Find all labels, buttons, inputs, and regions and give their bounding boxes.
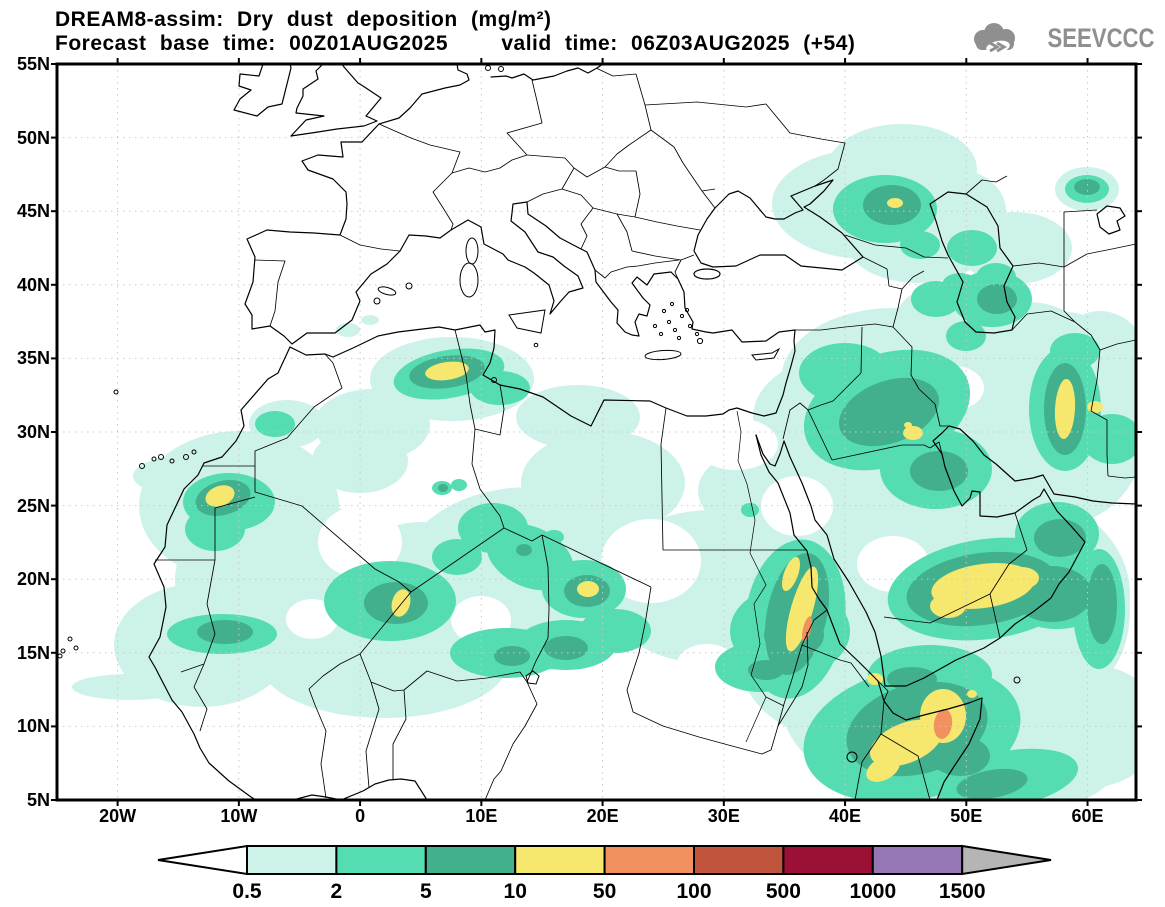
lat-label-20N: 20N [16,569,50,590]
map-area [49,56,1144,808]
seevccc-logo: SEEVCCC [969,20,1155,56]
sardinia [459,262,479,298]
lon-label-60E: 60E [1071,806,1104,826]
lon-label-10E: 10E [465,806,498,826]
lat-label-50N: 50N [16,127,50,148]
lat-label-35N: 35N [16,348,50,369]
rivers-lakes [525,410,858,763]
lon-label-20W: 20W [99,806,137,826]
legend-segment-100 [693,845,785,875]
legend-value-1000: 1000 [849,880,896,903]
canary-islands [139,463,145,469]
nile-river [736,410,767,698]
legend-area: 0.5 2 5 10 50 100 500 1000 1500 [0,838,1165,906]
lat-label-10N: 10N [16,716,50,737]
country-borders [155,67,1136,800]
legend-segment-1000 [871,845,964,875]
coastline-ireland [233,64,292,117]
dust-deposition-layers [72,124,1136,800]
legend-value-100: 100 [676,880,711,903]
legend-value-10: 10 [504,880,527,903]
lat-label-45N: 45N [16,201,50,222]
forecast-map [51,58,1142,806]
dust-clear-gaps [286,366,984,684]
legend-value-5: 5 [420,880,432,903]
graticule-grid [57,64,1136,800]
legend-above-max-arrow [961,844,1052,876]
lake-tana [846,751,858,763]
legend-segment-2 [335,845,427,875]
lake-chad [525,670,540,685]
coastlines-borders [57,64,1136,800]
lat-label-15N: 15N [16,642,50,663]
sea-of-marmara [693,268,721,280]
dust-level-10-50 [205,198,1103,782]
coastline-europe-africa [148,64,796,800]
legend-below-min-arrow [157,844,248,876]
lon-label-40E: 40E [829,806,862,826]
legend-value-50: 50 [593,880,616,903]
coastline-caspian-sea [929,191,1016,334]
lat-label-55N: 55N [16,54,50,74]
coastline-arabia-iran [755,425,1136,687]
legend-value-2: 2 [331,880,343,903]
legend-segment-0.5 [246,845,338,875]
crete [644,349,682,361]
aral-sea [1096,205,1126,235]
mallorca [377,286,397,296]
lat-label-30N: 30N [16,422,50,442]
lat-label-40N: 40N [16,274,50,295]
cloud-logo-icon [974,23,1016,54]
coastline-africa-red-sea [755,434,983,800]
legend-segment-50 [603,845,695,875]
legend-segment-5 [424,845,517,875]
lon-label-30E: 30E [707,806,740,826]
lon-label-10W: 10W [220,806,258,826]
coastline-uk [290,64,382,137]
madeira [113,389,119,395]
corsica [465,237,479,265]
legend-segment-500 [782,845,874,875]
lat-label-25N: 25N [16,495,50,516]
sicily [508,309,546,334]
cape-verde [60,648,66,654]
coastline-black-sea [693,179,864,271]
socotra [1013,676,1021,684]
cyprus [751,347,781,361]
lon-label-20E: 20E [586,806,619,826]
legend-value-500: 500 [766,880,801,903]
dust-level-50-100 [802,616,953,739]
logo-text: SEEVCCC [1047,22,1155,53]
map-title: DREAM8-assim: Dry dust deposition (mg/m²… [55,8,552,31]
legend-value-1500: 1500 [939,880,986,903]
islands [57,65,1021,684]
lon-label-50E: 50E [950,806,983,826]
legend-value-0.5: 0.5 [232,880,262,903]
lon-label-0: 0 [355,806,366,826]
lat-label-5N: 5N [26,790,50,810]
color-scale-legend: 0.5 2 5 10 50 100 500 1000 1500 [157,844,1052,903]
map-frame [55,62,1138,802]
coastline-baltic [490,64,604,81]
map-subtitle: Forecast base time: 00Z01AUG2025 valid t… [55,32,856,55]
legend-segment-10 [514,845,606,875]
